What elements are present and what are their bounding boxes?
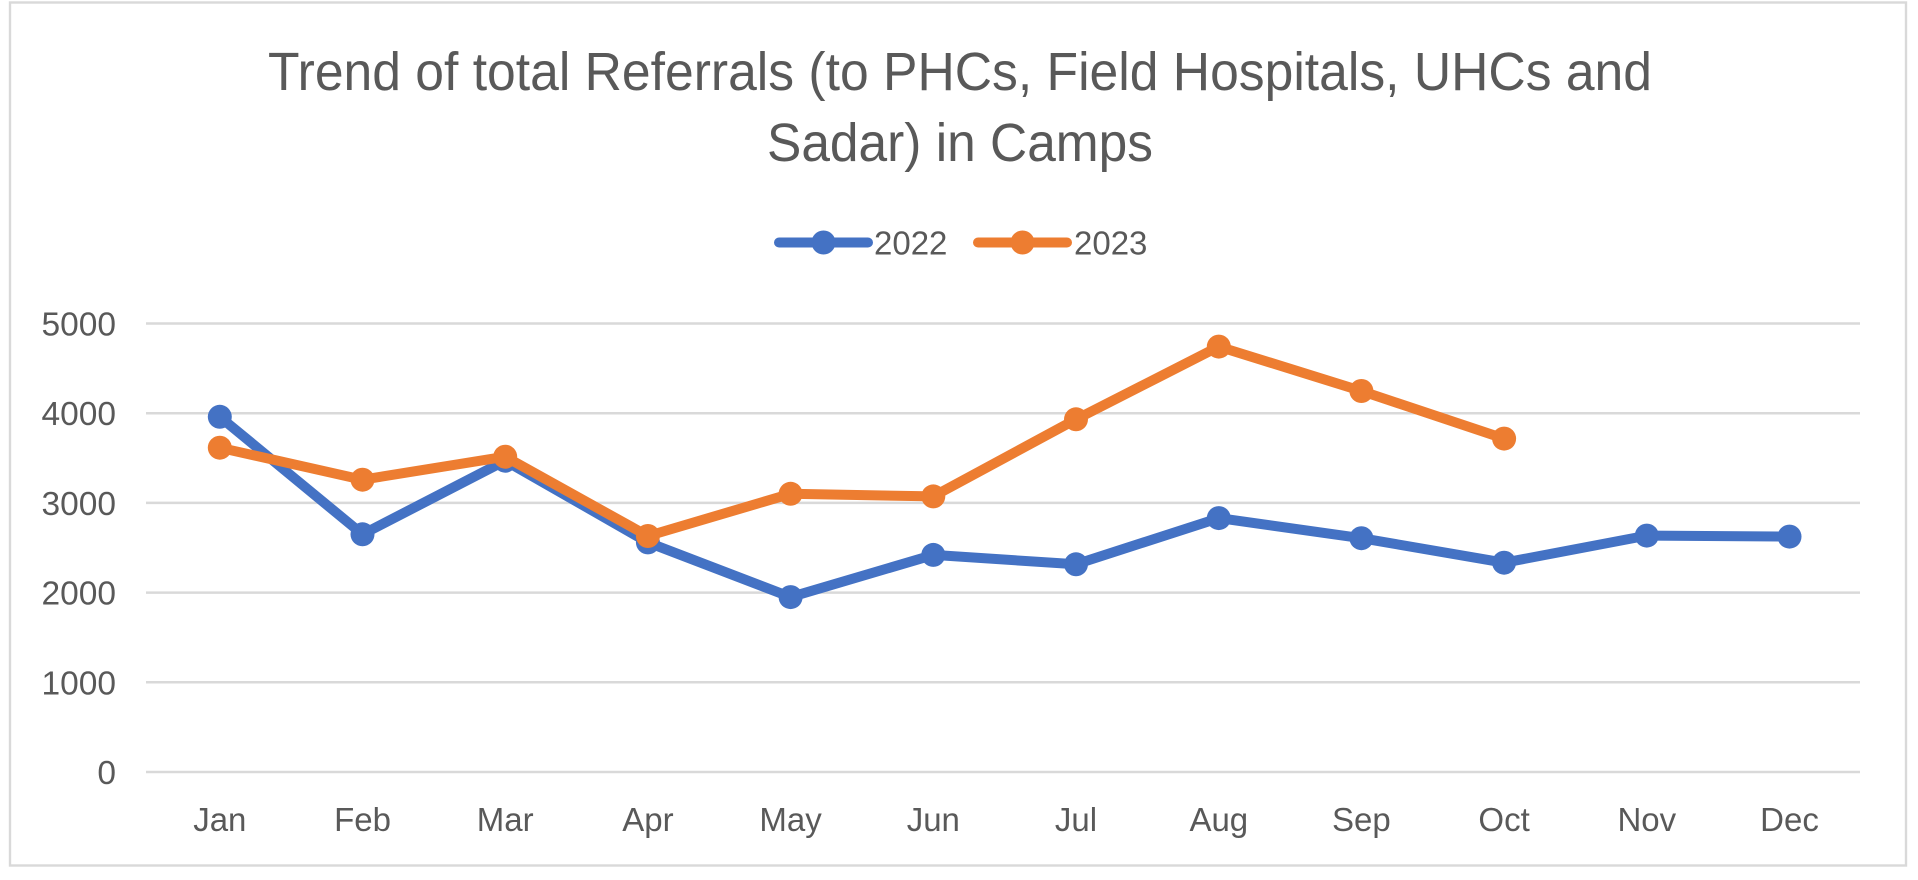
svg-text:Aug: Aug [1189,801,1248,838]
svg-text:Oct: Oct [1478,801,1529,838]
svg-text:4000: 4000 [41,396,116,433]
svg-text:Sadar) in Camps: Sadar) in Camps [767,113,1153,173]
svg-text:Nov: Nov [1617,801,1676,838]
svg-text:Jul: Jul [1055,801,1097,838]
svg-text:2000: 2000 [41,576,116,613]
svg-text:2023: 2023 [1074,225,1147,262]
svg-text:May: May [759,801,822,838]
svg-text:Jan: Jan [193,801,246,838]
svg-text:1000: 1000 [41,665,116,702]
svg-text:Mar: Mar [477,801,534,838]
svg-text:Dec: Dec [1760,801,1819,838]
svg-text:5000: 5000 [41,307,116,344]
svg-text:0: 0 [97,755,116,792]
svg-text:Apr: Apr [622,801,673,838]
svg-text:3000: 3000 [41,486,116,523]
svg-text:Feb: Feb [334,801,391,838]
svg-text:Sep: Sep [1332,801,1391,838]
svg-text:Trend of total Referrals (to P: Trend of total Referrals (to PHCs, Field… [268,42,1652,102]
svg-text:Jun: Jun [907,801,960,838]
svg-text:2022: 2022 [874,225,947,262]
